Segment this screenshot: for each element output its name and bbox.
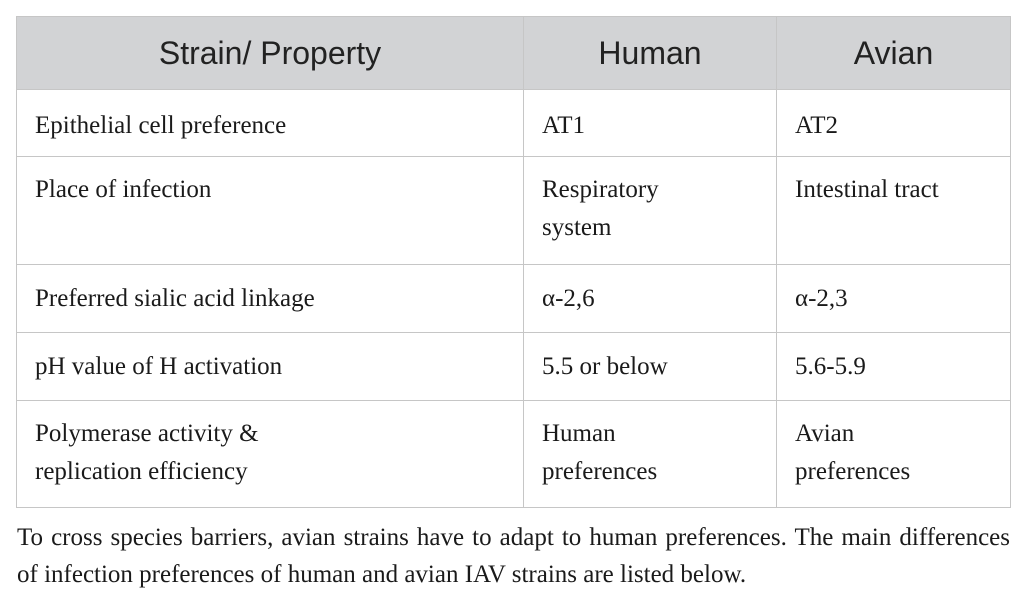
avian-cell: AT2 (776, 89, 1011, 157)
table-row: Place of infection Respiratory system In… (16, 156, 1011, 265)
table-row: Epithelial cell preference AT1 AT2 (16, 89, 1011, 157)
row-label: pH value of H activation (16, 332, 524, 401)
row-label: Epithelial cell preference (16, 89, 524, 157)
table-row: Preferred sialic acid linkage α-2,6 α-2,… (16, 264, 1011, 333)
human-cell: 5.5 or below (523, 332, 777, 401)
table-caption: To cross species barriers, avian strains… (17, 524, 1010, 588)
comparison-table-container: Strain/ Property Human Avian Epithelial … (16, 16, 1011, 508)
row-label: Polymerase activity & replication effici… (16, 400, 524, 508)
header-strain-property: Strain/ Property (16, 16, 524, 90)
header-avian: Avian (776, 16, 1011, 90)
avian-cell: Avian preferences (776, 400, 1011, 508)
table-header-row: Strain/ Property Human Avian (16, 16, 1011, 90)
avian-cell: 5.6-5.9 (776, 332, 1011, 401)
table-row: pH value of H activation 5.5 or below 5.… (16, 332, 1011, 401)
row-label: Place of infection (16, 156, 524, 265)
avian-cell: α-2,3 (776, 264, 1011, 333)
human-cell: Human preferences (523, 400, 777, 508)
row-label: Preferred sialic acid linkage (16, 264, 524, 333)
table-row: Polymerase activity & replication effici… (16, 400, 1011, 508)
human-cell: α-2,6 (523, 264, 777, 333)
human-cell: Respiratory system (523, 156, 777, 265)
human-cell: AT1 (523, 89, 777, 157)
avian-cell: Intestinal tract (776, 156, 1011, 265)
header-human: Human (523, 16, 777, 90)
comparison-table: Strain/ Property Human Avian Epithelial … (16, 16, 1011, 508)
